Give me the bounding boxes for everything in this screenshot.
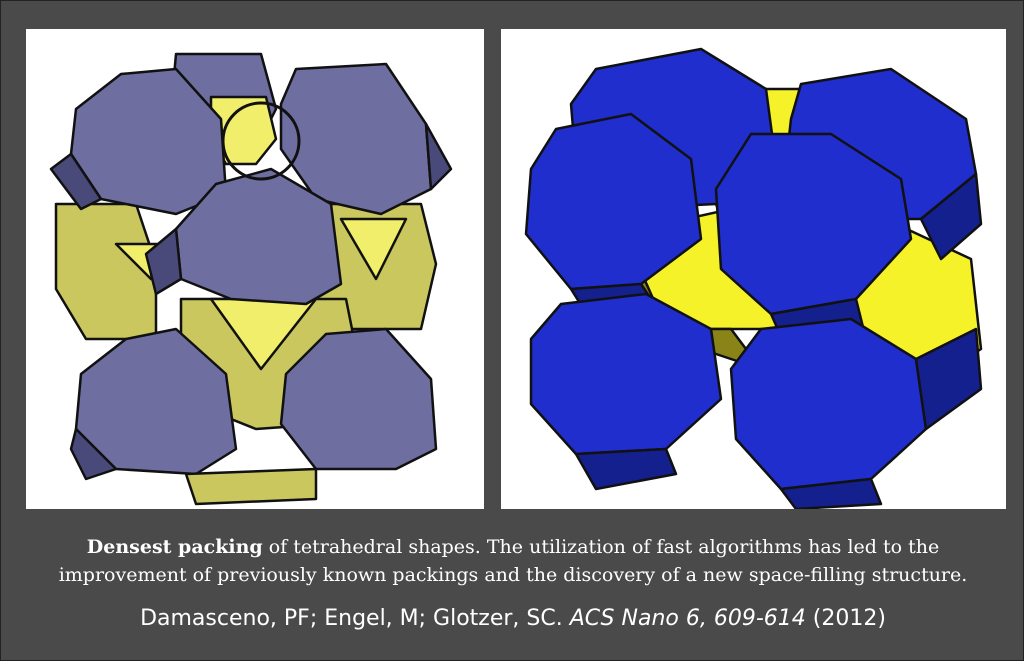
right-packing-illustration bbox=[524, 47, 983, 509]
caption-bold-phrase: Densest packing bbox=[86, 536, 263, 558]
figure-citation: Damasceno, PF; Engel, M; Glotzer, SC. AC… bbox=[31, 604, 995, 634]
right-packing-image bbox=[501, 29, 1006, 509]
figure-caption: Densest packing of tetrahedral shapes. T… bbox=[31, 533, 995, 589]
left-packing-image bbox=[26, 29, 484, 509]
citation-year: (2012) bbox=[805, 606, 886, 631]
caption-text: of tetrahedral shapes. The utilization o… bbox=[58, 536, 968, 586]
citation-authors: Damasceno, PF; Engel, M; Glotzer, SC. bbox=[140, 606, 570, 631]
left-packing-illustration bbox=[49, 52, 453, 506]
citation-journal: ACS Nano 6, 609-614 bbox=[569, 606, 806, 631]
